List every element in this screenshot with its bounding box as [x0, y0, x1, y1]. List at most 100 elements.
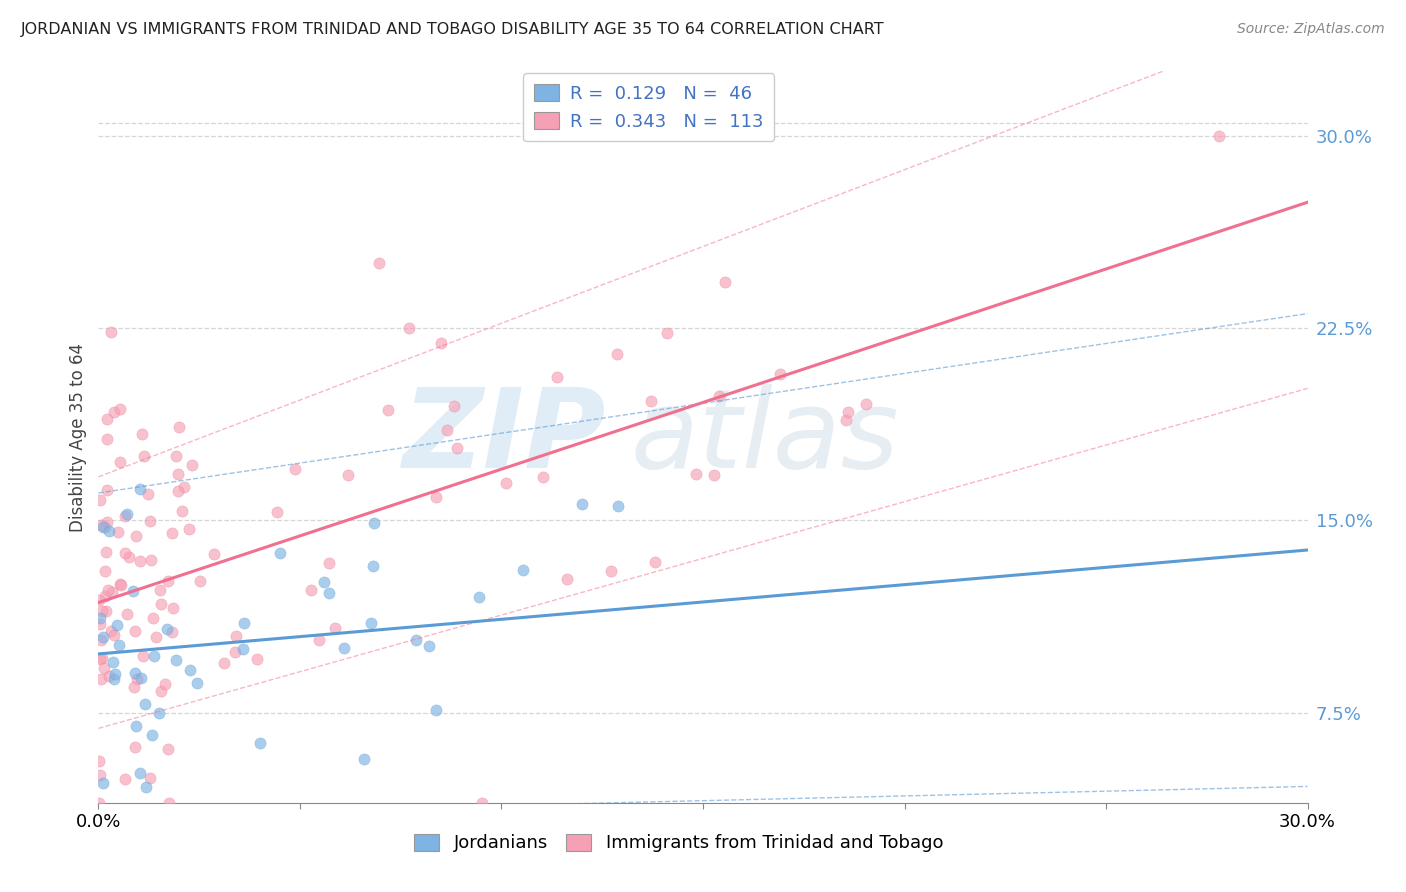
Point [157, 574, 180, 588]
Point [100, 325, 122, 339]
Point [1208, 128, 1230, 143]
Point [204, 547, 226, 561]
Point [149, 582, 172, 597]
Point [103, 672, 125, 686]
Point [114, 508, 136, 523]
Point [131, 427, 153, 442]
Point [266, 505, 288, 519]
Point [94, 519, 117, 533]
Point [555, 572, 578, 586]
Point [150, 684, 173, 698]
Point [87, 754, 110, 768]
Point [703, 467, 725, 482]
Point [167, 467, 190, 481]
Point [110, 577, 132, 591]
Point [100, 624, 122, 638]
Point [124, 624, 146, 639]
Point [117, 549, 139, 564]
Point [425, 490, 447, 504]
Point [114, 546, 136, 560]
Point [405, 633, 427, 648]
Point [135, 780, 157, 794]
Point [125, 529, 148, 543]
Point [91, 776, 114, 790]
Point [114, 772, 136, 786]
Point [212, 656, 235, 670]
Point [145, 631, 167, 645]
Point [232, 616, 254, 631]
Point [443, 399, 465, 413]
Point [128, 554, 150, 568]
Point [132, 648, 155, 663]
Point [446, 442, 468, 456]
Point [512, 563, 534, 577]
Point [471, 796, 494, 810]
Point [360, 615, 382, 630]
Point [134, 697, 156, 711]
Point [141, 728, 163, 742]
Point [115, 607, 138, 621]
Point [141, 552, 163, 566]
Point [312, 574, 335, 589]
Point [91, 630, 114, 644]
Point [436, 424, 458, 438]
Point [125, 672, 148, 686]
Point [139, 771, 162, 785]
Point [162, 601, 184, 615]
Point [98, 524, 121, 538]
Point [425, 703, 447, 717]
Legend: Jordanians, Immigrants from Trinidad and Tobago: Jordanians, Immigrants from Trinidad and… [406, 826, 950, 860]
Point [169, 420, 191, 434]
Point [368, 255, 391, 269]
Point [108, 455, 131, 469]
Point [249, 736, 271, 750]
Point [160, 526, 183, 541]
Point [165, 653, 187, 667]
Point [103, 628, 125, 642]
Point [94, 604, 117, 618]
Point [468, 591, 491, 605]
Point [96, 545, 118, 559]
Point [655, 326, 678, 341]
Point [96, 411, 118, 425]
Point [284, 461, 307, 475]
Point [96, 515, 118, 529]
Point [245, 652, 267, 666]
Point [122, 583, 145, 598]
Point [93, 661, 115, 675]
Point [124, 740, 146, 755]
Point [353, 752, 375, 766]
Point [101, 585, 124, 599]
Point [177, 522, 200, 536]
Point [769, 367, 792, 381]
Point [124, 680, 146, 694]
Point [129, 671, 152, 685]
Text: JORDANIAN VS IMMIGRANTS FROM TRINIDAD AND TOBAGO DISABILITY AGE 35 TO 64 CORRELA: JORDANIAN VS IMMIGRANTS FROM TRINIDAD AN… [21, 22, 884, 37]
Text: Source: ZipAtlas.com: Source: ZipAtlas.com [1237, 22, 1385, 37]
Point [332, 641, 354, 656]
Point [179, 663, 201, 677]
Point [170, 504, 193, 518]
Point [713, 275, 735, 289]
Point [418, 639, 440, 653]
Point [318, 586, 340, 600]
Point [89, 493, 111, 508]
Point [157, 796, 180, 810]
Point [188, 574, 211, 588]
Point [308, 633, 330, 648]
Point [709, 388, 731, 402]
Point [96, 433, 118, 447]
Point [129, 766, 152, 780]
Point [363, 516, 385, 530]
Point [89, 767, 111, 781]
Point [546, 370, 568, 384]
Point [117, 507, 139, 521]
Point [318, 556, 340, 570]
Point [685, 467, 707, 481]
Point [606, 346, 628, 360]
Point [377, 403, 399, 417]
Point [837, 405, 859, 419]
Point [644, 555, 666, 569]
Point [90, 651, 112, 665]
Point [160, 625, 183, 640]
